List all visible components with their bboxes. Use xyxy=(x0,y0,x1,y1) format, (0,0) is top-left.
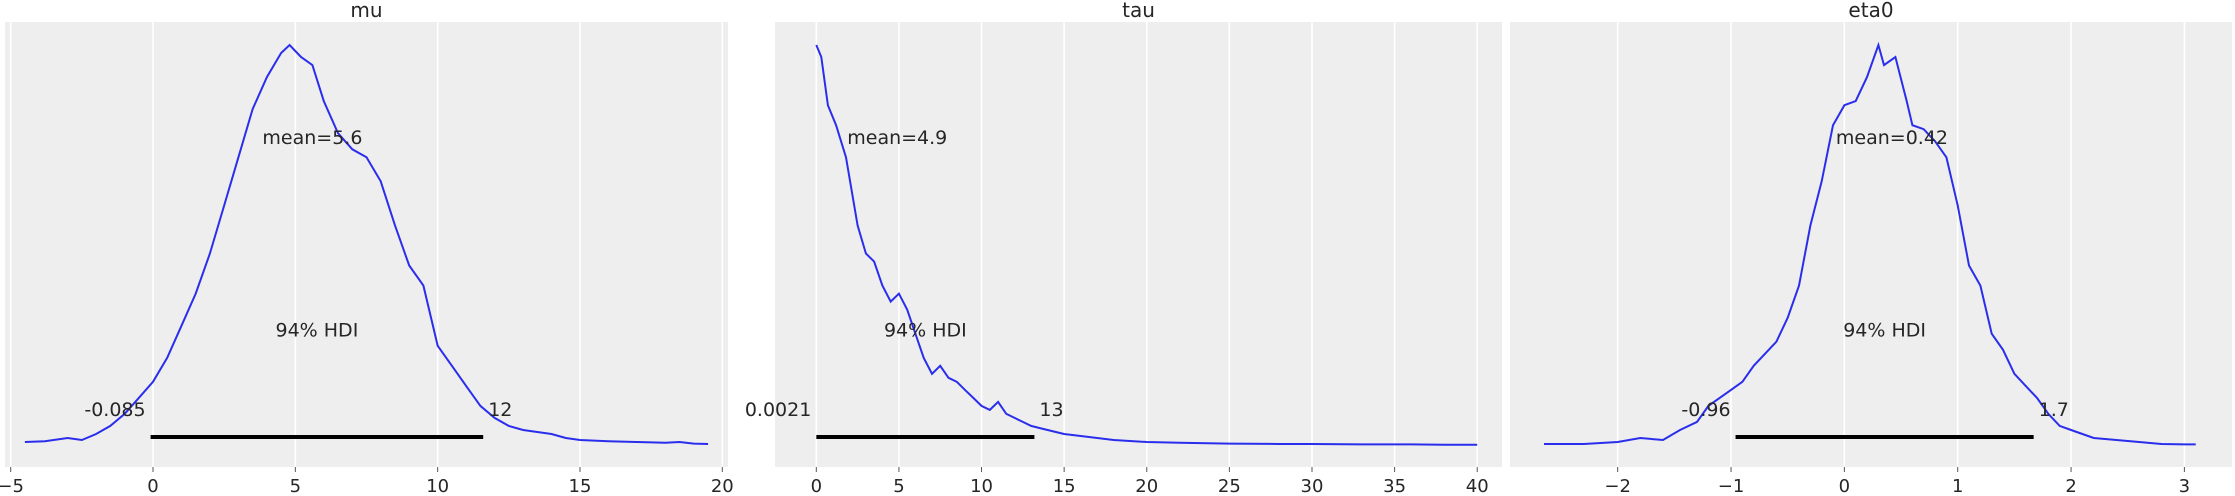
hdi-high-label: 12 xyxy=(488,399,512,421)
x-tick-label: 15 xyxy=(1053,476,1076,496)
mean-label: mean=0.42 xyxy=(1836,127,1948,149)
plot-title: tau xyxy=(1122,0,1155,22)
x-tick-label: 20 xyxy=(1135,476,1158,496)
x-tick-label: 35 xyxy=(1383,476,1406,496)
panel-background xyxy=(775,22,1502,467)
plot-title: eta0 xyxy=(1848,0,1893,22)
x-tick-label: 40 xyxy=(1466,476,1489,496)
mean-label: mean=4.9 xyxy=(847,127,947,149)
hdi-label: 94% HDI xyxy=(884,320,967,342)
x-tick-label: 5 xyxy=(893,476,904,496)
x-tick-label: 15 xyxy=(569,476,592,496)
panel-mu: −5 0 5 10 15 20 mu mean=5.6 94% HDI -0.085 12 xyxy=(0,0,734,496)
density-curve xyxy=(815,44,1478,446)
x-tick-label: 30 xyxy=(1301,476,1324,496)
hdi-label: 94% HDI xyxy=(1843,320,1926,342)
x-tick-label: 10 xyxy=(970,476,993,496)
panel-background xyxy=(5,22,728,467)
density-curve xyxy=(24,43,709,445)
x-tick-label: 3 xyxy=(2179,476,2190,496)
plot-title: mu xyxy=(350,0,382,22)
hdi-low-label: -0.96 xyxy=(1681,399,1730,421)
panel-background xyxy=(1510,22,2232,467)
hdi-low-label: 0.0021 xyxy=(745,399,811,421)
x-tick-label: 25 xyxy=(1218,476,1241,496)
hdi-label: 94% HDI xyxy=(276,320,359,342)
mean-label: mean=5.6 xyxy=(262,127,362,149)
x-tick-label: 1 xyxy=(1952,476,1963,496)
x-tick-label: 5 xyxy=(290,476,301,496)
x-tick-label: 10 xyxy=(426,476,449,496)
x-tick-label: −1 xyxy=(1718,476,1745,496)
panel-eta0: −2 −1 0 1 2 3 eta0 mean=0.42 94% HDI -0.96 1.7 xyxy=(1510,0,2232,496)
panel-tau: 0 5 10 15 20 25 30 35 40 tau mean=4.9 94% HDI 0.0021… xyxy=(745,0,1502,496)
hdi-high-label: 1.7 xyxy=(2039,399,2069,421)
x-tick-label: 0 xyxy=(811,476,822,496)
x-tick-label: 20 xyxy=(711,476,734,496)
x-tick-label: 0 xyxy=(1839,476,1850,496)
x-tick-label: −5 xyxy=(0,476,24,496)
x-tick-label: 0 xyxy=(147,476,158,496)
hdi-low-label: -0.085 xyxy=(84,399,145,421)
hdi-high-label: 13 xyxy=(1039,399,1063,421)
x-tick-label: −2 xyxy=(1604,476,1631,496)
density-curve xyxy=(1544,41,2196,446)
x-tick-label: 2 xyxy=(2065,476,2076,496)
